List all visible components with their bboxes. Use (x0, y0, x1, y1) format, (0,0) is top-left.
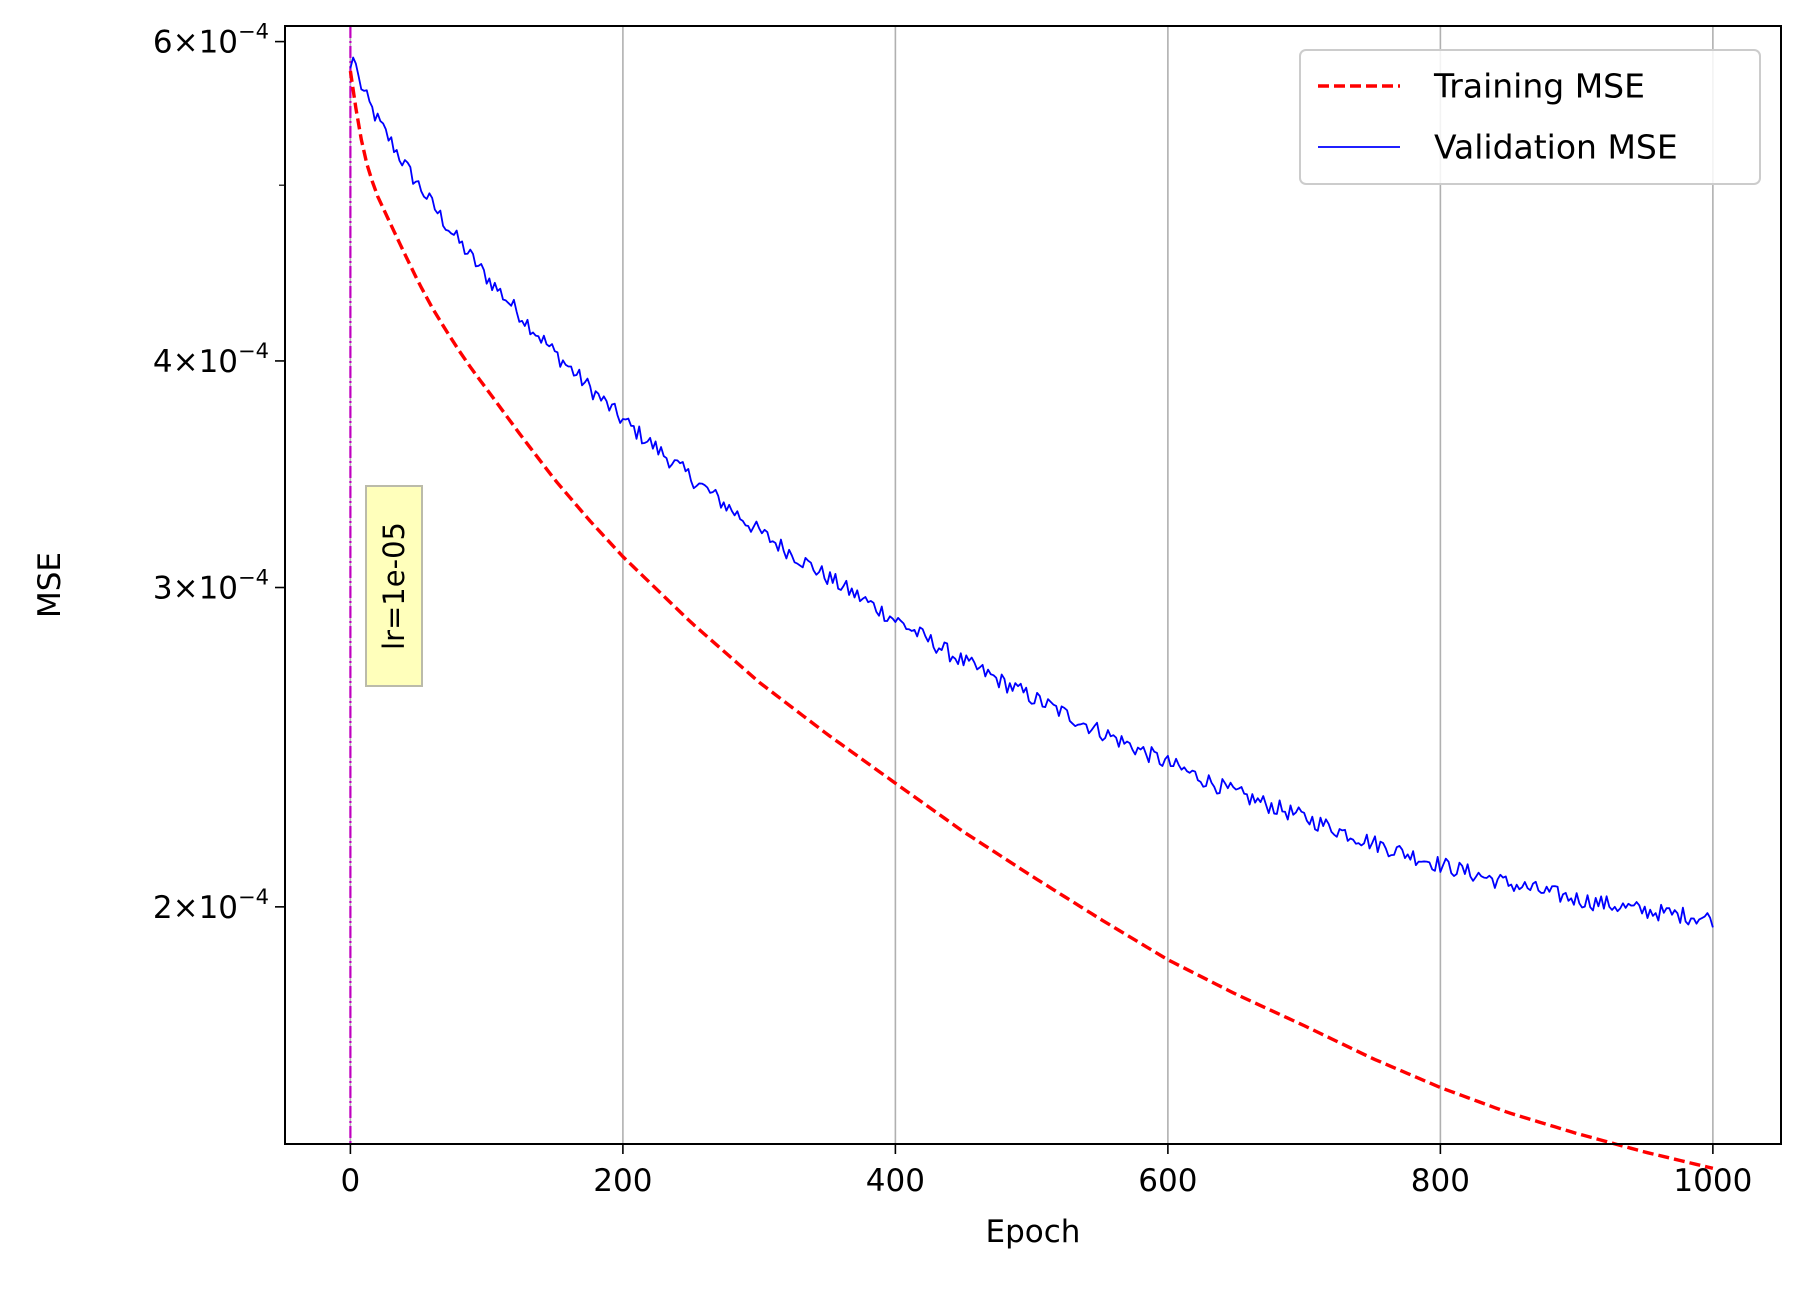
x-tick-label-800: 800 (1411, 1163, 1470, 1199)
x-axis-label: Epoch (986, 1214, 1081, 1250)
series-line-validation (349, 56, 1714, 928)
legend-box (1299, 49, 1761, 185)
plot-area-frame (284, 25, 1782, 1145)
legend: Training MSE Validation MSE (1299, 49, 1761, 185)
y-tick-label-2: 2×10−4 (153, 885, 269, 926)
y-axis-label: MSE (32, 552, 68, 618)
lr-annotation-text: lr=1e-05 (377, 522, 411, 650)
lr-annotation-box (365, 485, 423, 687)
y-axis-ticks: 2×10−4 3×10−4 4×10−4 6×10−4 (153, 20, 285, 926)
x-tick-label-400: 400 (866, 1163, 925, 1199)
legend-label-validation: Validation MSE (1434, 128, 1678, 167)
x-tick-label-1000: 1000 (1673, 1163, 1752, 1199)
series-lines (348, 56, 1714, 1170)
x-axis-ticks: 0 200 400 600 800 1000 (341, 1144, 1752, 1199)
y-tick-label-3: 3×10−4 (153, 566, 269, 607)
legend-label-training: Training MSE (1433, 67, 1645, 106)
y-tick-label-6: 6×10−4 (153, 20, 269, 61)
lr-annotation: lr=1e-05 (365, 485, 423, 687)
x-tick-label-600: 600 (1138, 1163, 1197, 1199)
y-tick-label-4: 4×10−4 (153, 339, 269, 380)
x-tick-label-200: 200 (593, 1163, 652, 1199)
x-tick-label-0: 0 (341, 1163, 361, 1199)
series-line-training (348, 70, 1714, 1170)
